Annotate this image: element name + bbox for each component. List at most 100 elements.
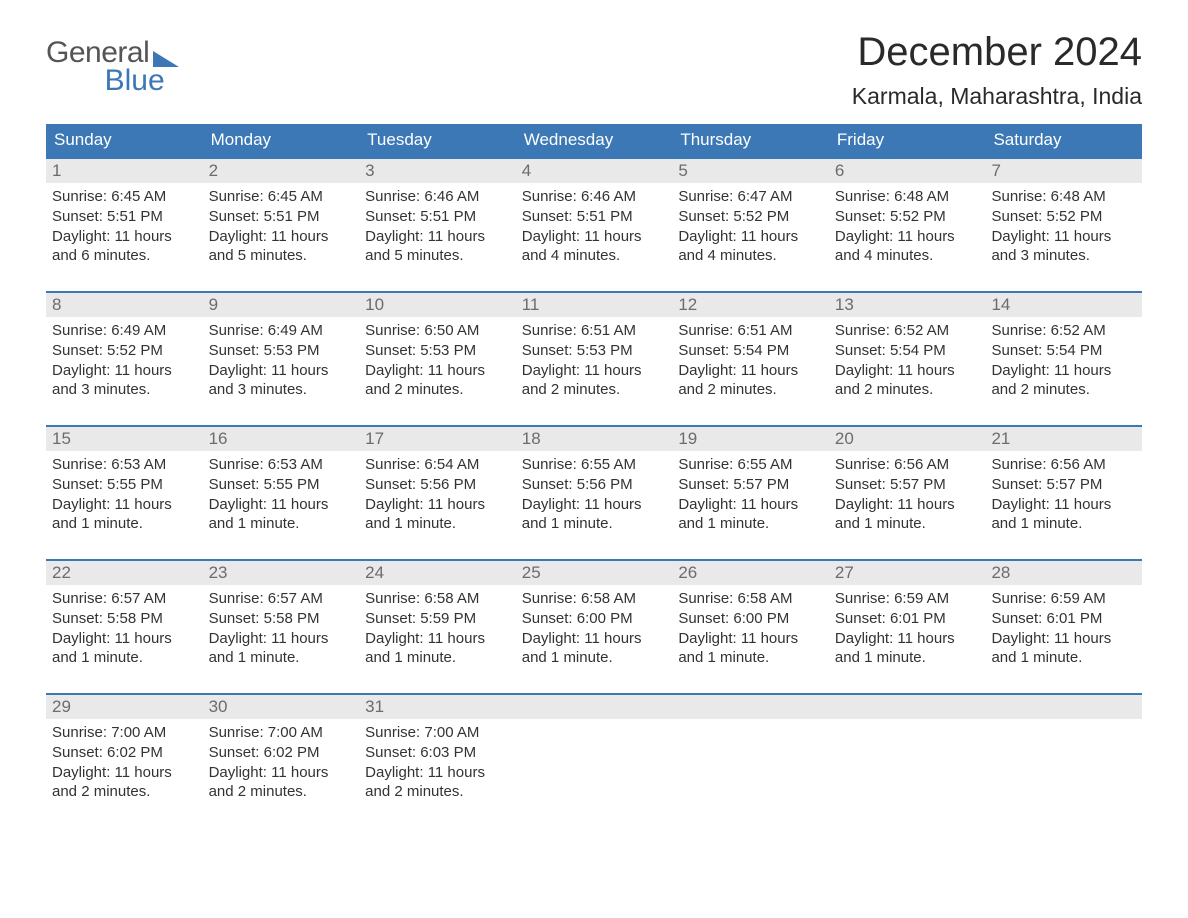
daylight-value: 11 hours and 1 minute.: [991, 496, 1111, 533]
daylight-value: 11 hours and 1 minute.: [835, 630, 955, 667]
page-title: December 2024: [852, 30, 1142, 75]
sunset-value: 5:53 PM: [420, 342, 476, 359]
sunset-value: 5:56 PM: [577, 476, 633, 493]
sunrise-line: Sunrise: 6:55 AM: [522, 455, 667, 475]
sunset-line: Sunset: 5:51 PM: [365, 207, 510, 227]
calendar: SundayMondayTuesdayWednesdayThursdayFrid…: [46, 124, 1142, 813]
title-block: December 2024 Karmala, Maharashtra, Indi…: [852, 30, 1142, 110]
calendar-day-cell: [516, 695, 673, 813]
sunset-line: Sunset: 5:56 PM: [365, 475, 510, 495]
daylight-value: 11 hours and 3 minutes.: [991, 228, 1111, 265]
calendar-day-cell: 15Sunrise: 6:53 AMSunset: 5:55 PMDayligh…: [46, 427, 203, 545]
sunrise-line: Sunrise: 6:50 AM: [365, 321, 510, 341]
daylight-line: Daylight: 11 hours and 2 minutes.: [522, 361, 667, 401]
sunset-line: Sunset: 5:54 PM: [678, 341, 823, 361]
daylight-line: Daylight: 11 hours and 6 minutes.: [52, 227, 197, 267]
day-body: Sunrise: 6:48 AMSunset: 5:52 PMDaylight:…: [829, 183, 986, 268]
sunset-value: 6:00 PM: [577, 610, 633, 627]
day-number: 19: [672, 427, 829, 451]
daylight-value: 11 hours and 5 minutes.: [209, 228, 329, 265]
sunset-line: Sunset: 5:53 PM: [365, 341, 510, 361]
sunrise-line: Sunrise: 6:58 AM: [365, 589, 510, 609]
daylight-line: Daylight: 11 hours and 1 minute.: [678, 629, 823, 669]
sunrise-line: Sunrise: 6:46 AM: [365, 187, 510, 207]
day-number: 17: [359, 427, 516, 451]
sunset-line: Sunset: 5:58 PM: [209, 609, 354, 629]
sunset-value: 6:01 PM: [1047, 610, 1103, 627]
day-number: 29: [46, 695, 203, 719]
sunrise-value: 6:57 AM: [111, 590, 166, 607]
daylight-value: 11 hours and 1 minute.: [678, 496, 798, 533]
calendar-day-cell: 13Sunrise: 6:52 AMSunset: 5:54 PMDayligh…: [829, 293, 986, 411]
sunrise-value: 6:54 AM: [424, 456, 479, 473]
day-number: 18: [516, 427, 673, 451]
daylight-line: Daylight: 11 hours and 1 minute.: [835, 629, 980, 669]
daylight-value: 11 hours and 1 minute.: [522, 496, 642, 533]
sunset-line: Sunset: 5:51 PM: [52, 207, 197, 227]
sunrise-value: 6:50 AM: [424, 322, 479, 339]
daylight-line: Daylight: 11 hours and 5 minutes.: [365, 227, 510, 267]
sunrise-line: Sunrise: 6:49 AM: [52, 321, 197, 341]
sunset-value: 5:54 PM: [890, 342, 946, 359]
sunset-line: Sunset: 6:01 PM: [835, 609, 980, 629]
sunset-value: 5:52 PM: [733, 208, 789, 225]
sunset-line: Sunset: 5:55 PM: [209, 475, 354, 495]
calendar-week: 1Sunrise: 6:45 AMSunset: 5:51 PMDaylight…: [46, 157, 1142, 277]
day-number: 6: [829, 159, 986, 183]
daylight-line: Daylight: 11 hours and 1 minute.: [835, 495, 980, 535]
daylight-value: 11 hours and 1 minute.: [365, 496, 485, 533]
sunrise-line: Sunrise: 6:54 AM: [365, 455, 510, 475]
day-body: Sunrise: 6:56 AMSunset: 5:57 PMDaylight:…: [829, 451, 986, 536]
day-number: 21: [985, 427, 1142, 451]
calendar-day-cell: 8Sunrise: 6:49 AMSunset: 5:52 PMDaylight…: [46, 293, 203, 411]
sunrise-line: Sunrise: 6:57 AM: [52, 589, 197, 609]
day-number: 8: [46, 293, 203, 317]
daylight-value: 11 hours and 1 minute.: [991, 630, 1111, 667]
daylight-value: 11 hours and 6 minutes.: [52, 228, 172, 265]
sunrise-line: Sunrise: 7:00 AM: [365, 723, 510, 743]
calendar-day-cell: 29Sunrise: 7:00 AMSunset: 6:02 PMDayligh…: [46, 695, 203, 813]
sunrise-value: 6:45 AM: [111, 188, 166, 205]
sunrise-value: 6:58 AM: [424, 590, 479, 607]
day-number: 27: [829, 561, 986, 585]
sunset-line: Sunset: 5:57 PM: [835, 475, 980, 495]
daylight-line: Daylight: 11 hours and 2 minutes.: [365, 361, 510, 401]
sunset-value: 6:02 PM: [264, 744, 320, 761]
sunset-value: 5:51 PM: [264, 208, 320, 225]
calendar-header-cell: Sunday: [46, 124, 203, 157]
day-body: Sunrise: 6:46 AMSunset: 5:51 PMDaylight:…: [516, 183, 673, 268]
sunrise-line: Sunrise: 6:45 AM: [52, 187, 197, 207]
calendar-week: 8Sunrise: 6:49 AMSunset: 5:52 PMDaylight…: [46, 291, 1142, 411]
daylight-value: 11 hours and 1 minute.: [678, 630, 798, 667]
brand-logo: General Blue: [46, 36, 179, 98]
sunset-line: Sunset: 5:52 PM: [835, 207, 980, 227]
calendar-day-cell: 24Sunrise: 6:58 AMSunset: 5:59 PMDayligh…: [359, 561, 516, 679]
sunset-value: 5:51 PM: [577, 208, 633, 225]
day-body: Sunrise: 6:49 AMSunset: 5:52 PMDaylight:…: [46, 317, 203, 402]
sunrise-value: 6:55 AM: [581, 456, 636, 473]
day-number: 28: [985, 561, 1142, 585]
sunset-value: 5:55 PM: [107, 476, 163, 493]
day-number: 12: [672, 293, 829, 317]
day-number: 26: [672, 561, 829, 585]
calendar-day-cell: 17Sunrise: 6:54 AMSunset: 5:56 PMDayligh…: [359, 427, 516, 545]
day-body: Sunrise: 7:00 AMSunset: 6:02 PMDaylight:…: [46, 719, 203, 804]
day-body: Sunrise: 6:59 AMSunset: 6:01 PMDaylight:…: [985, 585, 1142, 670]
sunset-line: Sunset: 5:57 PM: [678, 475, 823, 495]
sunrise-line: Sunrise: 6:48 AM: [991, 187, 1136, 207]
sunrise-line: Sunrise: 6:52 AM: [991, 321, 1136, 341]
sunset-line: Sunset: 6:03 PM: [365, 743, 510, 763]
sunset-line: Sunset: 5:53 PM: [209, 341, 354, 361]
day-number: 16: [203, 427, 360, 451]
day-number: 13: [829, 293, 986, 317]
calendar-day-cell: [829, 695, 986, 813]
sunrise-value: 6:58 AM: [738, 590, 793, 607]
sunset-line: Sunset: 5:55 PM: [52, 475, 197, 495]
day-number: 14: [985, 293, 1142, 317]
daylight-value: 11 hours and 4 minutes.: [835, 228, 955, 265]
sunset-line: Sunset: 5:57 PM: [991, 475, 1136, 495]
daylight-line: Daylight: 11 hours and 2 minutes.: [52, 763, 197, 803]
day-number: 24: [359, 561, 516, 585]
day-body: Sunrise: 6:49 AMSunset: 5:53 PMDaylight:…: [203, 317, 360, 402]
sunrise-line: Sunrise: 6:53 AM: [209, 455, 354, 475]
